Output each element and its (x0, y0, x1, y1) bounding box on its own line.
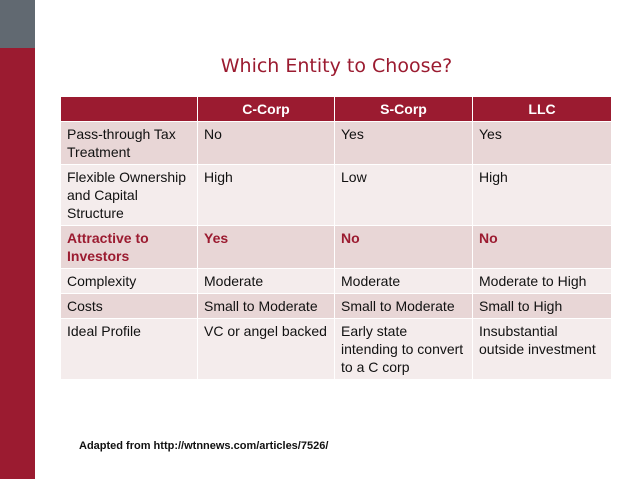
cell-s-corp: Moderate (334, 268, 473, 294)
cell-llc: High (472, 164, 612, 226)
cell-s-corp: Low (334, 164, 473, 226)
table-row: Complexity Moderate Moderate Moderate to… (60, 268, 612, 294)
cell-c-corp: No (197, 121, 335, 165)
cell-c-corp: Yes (197, 225, 335, 269)
side-gray-block (0, 0, 35, 48)
cell-c-corp: VC or angel backed (197, 318, 335, 380)
table-row-highlighted: Attractive to Investors Yes No No (60, 225, 612, 269)
row-label: Costs (60, 293, 198, 319)
cell-s-corp: Small to Moderate (334, 293, 473, 319)
table-row: Flexible Ownership and Capital Structure… (60, 164, 612, 226)
table-row: Ideal Profile VC or angel backed Early s… (60, 318, 612, 380)
source-note: Adapted from http://wtnnews.com/articles… (79, 440, 329, 452)
table-row: Pass-through Tax Treatment No Yes Yes (60, 121, 612, 165)
cell-s-corp: Yes (334, 121, 473, 165)
row-label: Complexity (60, 268, 198, 294)
comparison-table: C-Corp S-Corp LLC Pass-through Tax Treat… (60, 96, 612, 380)
row-label: Attractive to Investors (60, 225, 198, 269)
cell-llc: Insubstantial outside investment (472, 318, 612, 380)
cell-s-corp: No (334, 225, 473, 269)
table-header-row: C-Corp S-Corp LLC (60, 96, 612, 122)
header-cell-c-corp: C-Corp (197, 96, 335, 122)
cell-s-corp: Early state intending to convert to a C … (334, 318, 473, 380)
header-cell-llc: LLC (472, 96, 612, 122)
header-cell-s-corp: S-Corp (334, 96, 473, 122)
cell-c-corp: Small to Moderate (197, 293, 335, 319)
cell-llc: No (472, 225, 612, 269)
cell-llc: Moderate to High (472, 268, 612, 294)
header-cell-blank (60, 96, 198, 122)
side-accent-bar (0, 0, 35, 479)
row-label: Pass-through Tax Treatment (60, 121, 198, 165)
row-label: Ideal Profile (60, 318, 198, 380)
cell-llc: Yes (472, 121, 612, 165)
row-label: Flexible Ownership and Capital Structure (60, 164, 198, 226)
cell-c-corp: Moderate (197, 268, 335, 294)
cell-llc: Small to High (472, 293, 612, 319)
slide-title: Which Entity to Choose? (220, 55, 453, 77)
table-row: Costs Small to Moderate Small to Moderat… (60, 293, 612, 319)
cell-c-corp: High (197, 164, 335, 226)
